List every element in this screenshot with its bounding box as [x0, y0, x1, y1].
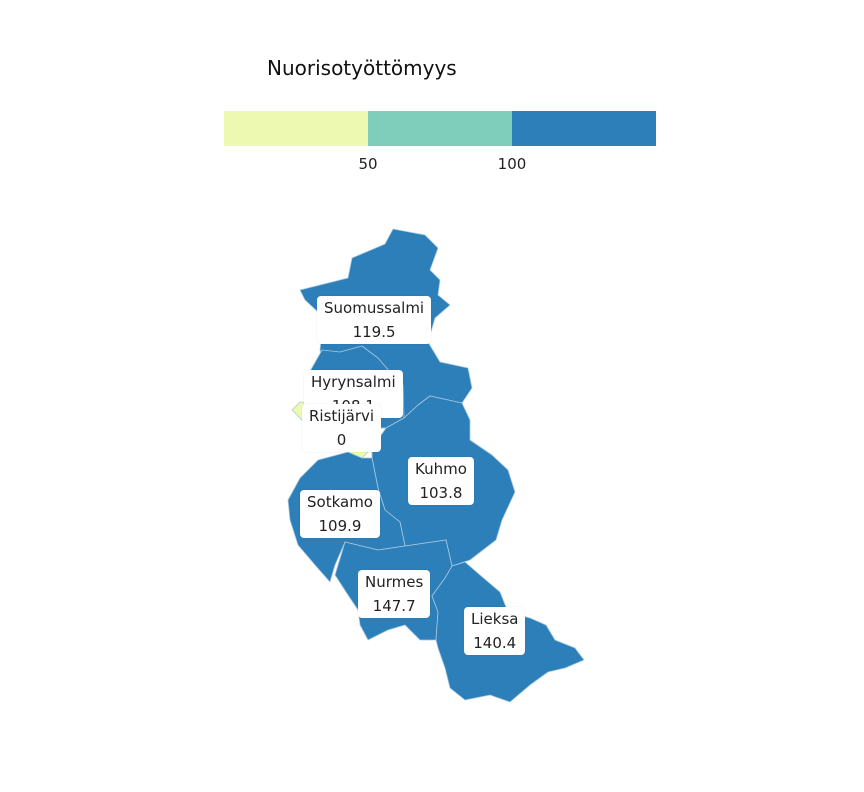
region-name: Lieksa — [471, 610, 519, 628]
region-name: Sotkamo — [307, 493, 373, 511]
region-value: 119.5 — [352, 323, 396, 341]
region-value: 140.4 — [473, 634, 517, 652]
label-kuhmo: Kuhmo 103.8 — [408, 457, 474, 505]
legend-bin-high — [512, 111, 656, 146]
legend-title: Nuorisotyöttömyys — [267, 56, 457, 80]
legend-bin-low — [224, 111, 368, 146]
legend-bin-mid — [368, 111, 512, 146]
legend-tick: 50 — [358, 155, 378, 173]
region-name: Nurmes — [365, 573, 424, 591]
label-sotkamo: Sotkamo 109.9 — [300, 490, 380, 538]
label-ristijarvi: Ristijärvi 0 — [302, 404, 382, 452]
region-value: 0 — [336, 431, 347, 449]
label-lieksa: Lieksa 140.4 — [464, 607, 526, 655]
region-name: Hyrynsalmi — [311, 373, 396, 391]
legend-color-bar — [224, 111, 656, 146]
legend-tick: 100 — [497, 155, 527, 173]
region-value: 109.9 — [318, 517, 362, 535]
label-nurmes: Nurmes 147.7 — [358, 570, 431, 618]
label-suomussalmi: Suomussalmi 119.5 — [317, 296, 432, 344]
region-name: Ristijärvi — [309, 407, 375, 425]
region-name: Kuhmo — [415, 460, 467, 478]
region-name: Suomussalmi — [324, 299, 425, 317]
region-value: 103.8 — [419, 484, 463, 502]
region-value: 147.7 — [372, 597, 416, 615]
